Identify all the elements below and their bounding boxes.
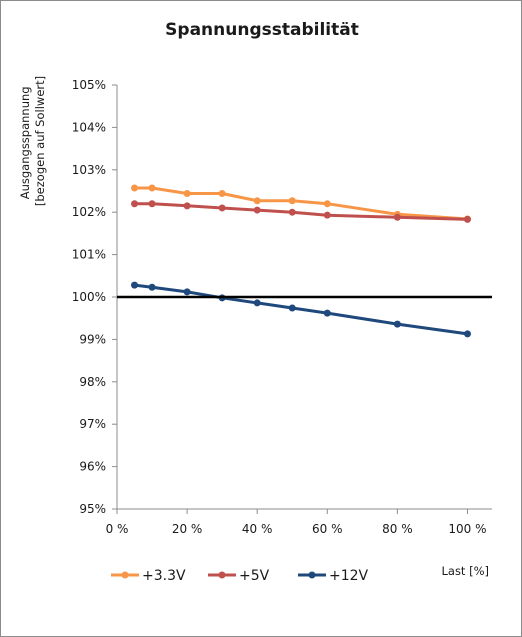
series-+5V	[131, 200, 471, 223]
y-axis-label-line-1: Ausgangsspannung	[18, 86, 32, 199]
y-tick-label: 102%	[72, 205, 106, 219]
data-point	[148, 184, 156, 192]
data-point	[253, 299, 261, 307]
data-point	[218, 204, 226, 212]
data-point	[131, 184, 139, 192]
series-layer	[117, 184, 492, 338]
legend-marker	[121, 571, 129, 579]
axes	[112, 84, 492, 514]
x-tick-label: 80 %	[382, 522, 413, 536]
data-point	[393, 213, 401, 221]
data-point	[253, 197, 261, 205]
data-point	[463, 330, 471, 338]
y-axis-label-line-2: [bezogen auf Sollwert]	[33, 76, 47, 206]
data-point	[148, 283, 156, 291]
data-point	[183, 288, 191, 296]
series-+12V	[131, 281, 471, 338]
data-point	[131, 200, 139, 208]
legend-label: +5V	[239, 568, 270, 584]
y-tick-label: 100%	[72, 290, 106, 304]
x-axis-label: Last [%]	[441, 564, 489, 578]
data-point	[183, 190, 191, 198]
x-tick-label: 40 %	[242, 522, 273, 536]
data-point	[463, 215, 471, 223]
legend-label: +12V	[329, 568, 369, 584]
legend-item: +12V	[298, 568, 369, 584]
y-tick-label: 103%	[72, 163, 106, 177]
y-tick-label: 101%	[72, 248, 106, 262]
data-point	[323, 309, 331, 317]
series-+3.3V	[131, 184, 471, 223]
data-point	[288, 304, 296, 312]
y-tick-label: 95%	[79, 502, 106, 516]
y-tick-label: 96%	[79, 460, 106, 474]
data-point	[393, 320, 401, 328]
x-tick-label: 0 %	[106, 522, 129, 536]
x-tick-label: 60 %	[312, 522, 343, 536]
data-point	[288, 197, 296, 205]
y-axis-label: Ausgangsspannung [bezogen auf Sollwert]	[18, 76, 47, 206]
y-tick-label: 105%	[72, 78, 106, 92]
y-tick-label: 99%	[79, 332, 106, 346]
x-tick-label: 20 %	[172, 522, 203, 536]
legend-marker	[308, 571, 316, 579]
data-point	[148, 200, 156, 208]
legend-label: +3.3V	[142, 568, 186, 584]
x-tick-labels: 0 % 20 % 40 % 60 % 80 % 100 %	[106, 522, 487, 536]
y-tick-label: 104%	[72, 120, 106, 134]
y-tick-label: 98%	[79, 375, 106, 389]
legend: +3.3V +5V +12V	[111, 568, 369, 584]
data-point	[218, 190, 226, 198]
data-point	[131, 281, 139, 289]
legend-item: +5V	[208, 568, 270, 584]
data-point	[253, 206, 261, 214]
y-tick-label: 97%	[79, 417, 106, 431]
data-point	[323, 200, 331, 208]
x-tick-label: 100 %	[448, 522, 486, 536]
y-tick-labels: 95% 96% 97% 98% 99% 100% 101% 102% 103% 104% 105%	[72, 78, 106, 516]
chart-title: Spannungsstabilität	[165, 20, 359, 40]
data-point	[183, 202, 191, 210]
legend-item: +3.3V	[111, 568, 186, 584]
data-point	[323, 211, 331, 219]
data-point	[288, 208, 296, 216]
legend-marker	[218, 571, 226, 579]
